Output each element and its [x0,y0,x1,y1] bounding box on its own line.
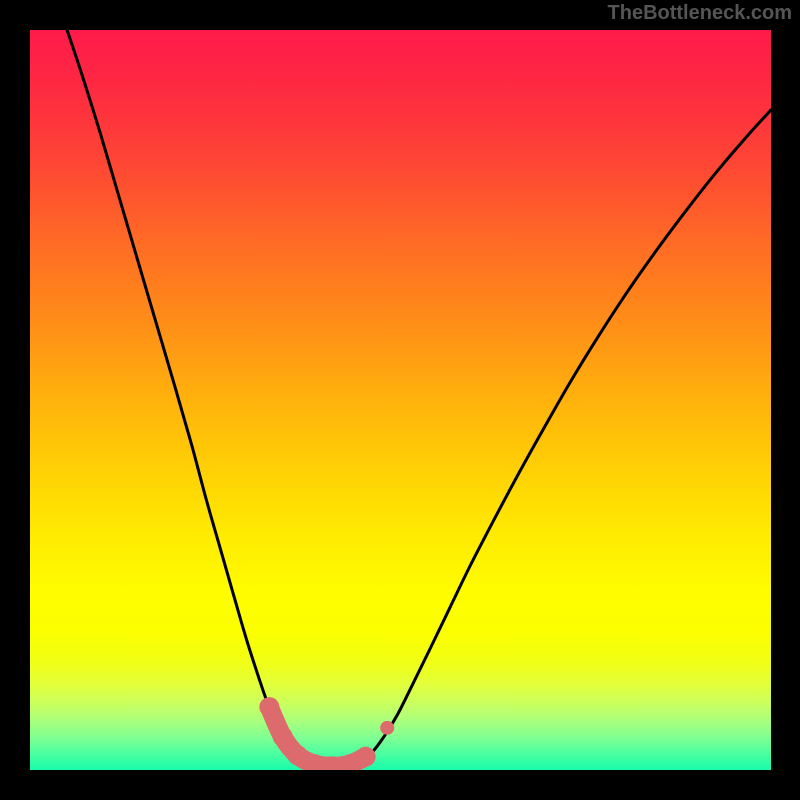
chart-stage: TheBottleneck.com [0,0,800,800]
marker-outlier-dot [380,721,394,735]
bottleneck-curve [67,30,771,768]
marker-dot [322,756,342,776]
plot-group [67,30,771,776]
plot-svg [0,0,800,800]
marker-dot [259,697,279,717]
marker-dot [356,747,376,767]
marker-dot [273,727,293,747]
marker-dot [305,754,325,774]
marker-dot [288,745,308,765]
